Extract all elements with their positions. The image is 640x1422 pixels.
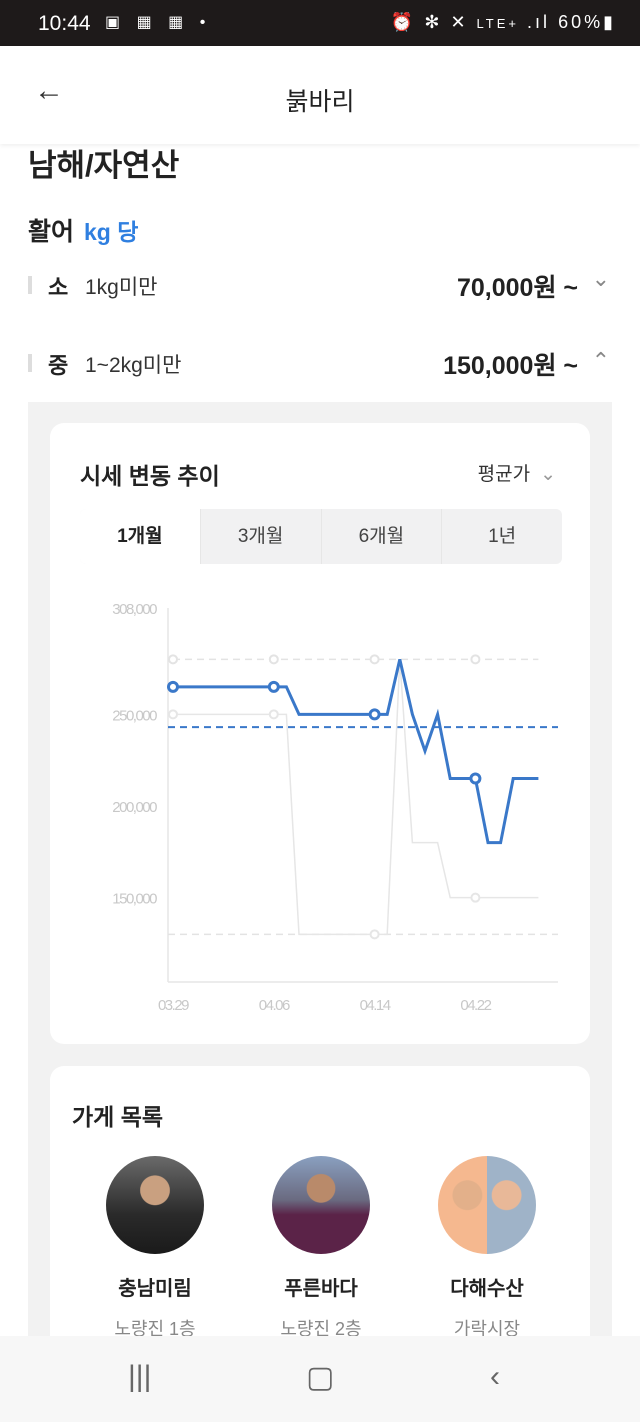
store-item[interactable]: 푸른바다 노량진 2층 xyxy=(238,1156,404,1341)
app-header: ← 붉바리 xyxy=(0,46,640,144)
tab-6-months[interactable]: 6개월 xyxy=(320,509,442,564)
signal-icon: .ıl xyxy=(527,12,551,32)
y-tick-label: 250,000 xyxy=(112,707,157,724)
store-location: 노량진 2층 xyxy=(280,1319,362,1339)
store-name: 푸른바다 xyxy=(284,1278,358,1300)
store-location: 노량진 1층 xyxy=(114,1319,196,1339)
x-tick-label: 04.22 xyxy=(460,997,491,1014)
back-arrow-icon[interactable]: ← xyxy=(34,74,64,107)
data-point xyxy=(268,654,279,665)
x-tick-label: 04.06 xyxy=(259,997,290,1014)
data-point xyxy=(470,654,481,665)
store-name: 다해수산 xyxy=(450,1278,524,1300)
home-icon[interactable]: ▢ xyxy=(306,1361,335,1394)
network-label: LTE+ xyxy=(476,16,520,31)
data-point xyxy=(368,708,381,721)
battery-level: 60% xyxy=(558,12,604,32)
series-line xyxy=(173,659,539,936)
data-point xyxy=(168,709,178,720)
size-price: 70,000원 ~ xyxy=(456,274,578,302)
store-name: 충남미림 xyxy=(118,1278,192,1300)
data-point xyxy=(267,680,280,693)
data-point xyxy=(268,709,279,720)
category-heading: 활어 kg 당 xyxy=(28,212,138,248)
data-point xyxy=(470,892,481,903)
series-line xyxy=(173,658,539,845)
recent-apps-icon[interactable]: ||| xyxy=(128,1360,152,1393)
size-range: 1kg미만 xyxy=(85,276,158,299)
size-range: 1~2kg미만 xyxy=(85,354,182,377)
chevron-up-icon[interactable]: ⌃ xyxy=(591,348,610,373)
store-avatar xyxy=(106,1156,204,1254)
price-trend-card: 시세 변동 추이 평균가 ⌄ 1개월 3개월 6개월 1년 xyxy=(50,423,590,1044)
store-location: 가락시장 xyxy=(453,1319,521,1339)
store-avatar xyxy=(438,1156,536,1254)
x-tick-label: 04.14 xyxy=(360,997,391,1014)
data-point xyxy=(168,654,178,665)
row-marker xyxy=(28,276,32,294)
size-price: 150,000원 ~ xyxy=(443,352,578,380)
mute-icon: ✕ xyxy=(450,12,469,32)
status-bar: 10:44 ▣ ▦ ▦ • ⏰ ✻ ✕ LTE+ .ıl 60%▮ xyxy=(0,0,640,46)
y-tick-label: 308,000 xyxy=(112,601,157,618)
alarm-icon: ⏰ xyxy=(390,12,417,32)
tab-3-months[interactable]: 3개월 xyxy=(199,509,321,564)
x-tick-label: 03.29 xyxy=(158,997,189,1014)
status-time: 10:44 xyxy=(38,12,91,35)
size-label: 중 xyxy=(48,353,69,378)
chevron-down-icon: ⌄ xyxy=(540,464,556,485)
unit-label: kg 당 xyxy=(84,219,139,245)
period-tabs: 1개월 3개월 6개월 1년 xyxy=(80,509,562,564)
trend-title: 시세 변동 추이 xyxy=(80,463,220,489)
store-avatar xyxy=(272,1156,370,1254)
chevron-down-icon[interactable]: ⌄ xyxy=(591,266,610,291)
store-list-title: 가게 목록 xyxy=(72,1104,164,1130)
row-marker xyxy=(28,354,32,372)
price-trend-chart: 308,000 250,000 200,000 150,000 03.29 04.06 04… xyxy=(112,601,558,1014)
store-item[interactable]: 충남미림 노량진 1층 xyxy=(72,1156,238,1341)
size-row-small[interactable]: 소 1kg미만 70,000원 ~ ⌄ xyxy=(28,266,612,306)
dropdown-value: 평균가 xyxy=(477,464,531,485)
system-nav-bar: ||| ▢ ‹ xyxy=(0,1336,640,1422)
y-tick-label: 200,000 xyxy=(112,799,157,816)
tab-1-year[interactable]: 1년 xyxy=(441,509,562,564)
battery-icon: ▮ xyxy=(603,12,616,32)
store-item[interactable]: 다해수산 가락시장 xyxy=(404,1156,570,1341)
category-label: 활어 xyxy=(28,218,75,246)
data-point xyxy=(469,772,482,785)
origin-heading: 남해/자연산 xyxy=(28,148,180,183)
data-point xyxy=(167,680,179,693)
y-tick-label: 150,000 xyxy=(112,891,157,908)
data-point xyxy=(369,654,380,665)
page-title: 붉바리 xyxy=(285,88,355,116)
notification-icons: ▣ ▦ ▦ • xyxy=(105,14,212,31)
price-type-dropdown[interactable]: 평균가 ⌄ xyxy=(478,459,556,486)
tab-1-month[interactable]: 1개월 xyxy=(80,509,200,564)
size-row-medium[interactable]: 중 1~2kg미만 150,000원 ~ ⌃ xyxy=(28,344,612,384)
bluetooth-icon: ✻ xyxy=(424,12,443,32)
back-icon[interactable]: ‹ xyxy=(490,1360,500,1393)
data-point xyxy=(369,929,380,940)
size-label: 소 xyxy=(48,275,69,300)
store-list-card: 가게 목록 충남미림 노량진 1층 푸른바다 노량진 2층 다해수산 가락시장 xyxy=(50,1066,590,1356)
